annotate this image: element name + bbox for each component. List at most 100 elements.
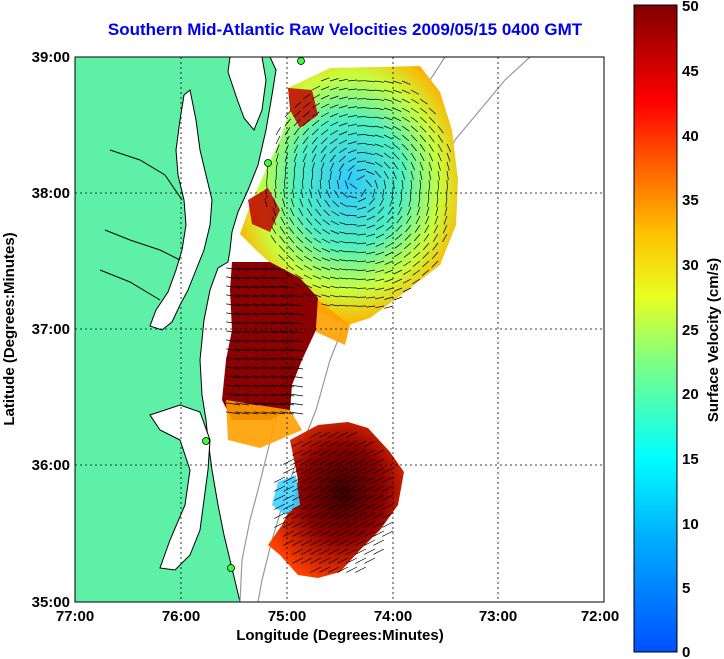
velocity-vector — [346, 494, 358, 501]
velocity-vector — [244, 393, 259, 397]
velocity-vector — [373, 458, 385, 465]
velocity-vector — [321, 303, 331, 307]
velocity-vector — [346, 521, 358, 528]
velocity-vector — [329, 130, 338, 136]
velocity-vector — [338, 171, 342, 181]
velocity-vector — [310, 539, 322, 546]
velocity-vector — [393, 269, 403, 275]
velocity-vector — [364, 440, 376, 447]
velocity-vector — [320, 94, 330, 100]
velocity-vector — [356, 175, 365, 181]
velocity-vector — [301, 449, 313, 456]
velocity-vector — [289, 348, 304, 352]
velocity-vector — [314, 218, 322, 226]
velocity-vector — [244, 285, 259, 289]
velocity-vector — [320, 162, 325, 172]
velocity-vector — [347, 214, 358, 217]
axes-frame — [74, 56, 605, 603]
velocity-vector — [274, 189, 277, 199]
velocity-vector — [226, 339, 241, 343]
velocity-vector — [364, 485, 376, 492]
velocity-vector — [253, 330, 268, 334]
velocity-vector — [417, 197, 421, 207]
velocity-vector — [301, 503, 313, 510]
velocity-vector — [284, 127, 291, 136]
velocity-vector — [235, 294, 250, 298]
velocity-vector — [286, 264, 295, 271]
x-axis-label: Longitude (Degrees:Minutes) — [236, 627, 444, 644]
velocity-vector — [293, 144, 299, 154]
velocity-vector — [346, 557, 358, 564]
potomac-river — [99, 149, 183, 301]
velocity-vector — [315, 208, 322, 217]
velocity-vector — [374, 179, 379, 189]
velocity-vector — [374, 116, 384, 120]
velocity-vector — [328, 476, 340, 483]
velocity-vector — [283, 476, 295, 483]
colorbar-tick-label: 50 — [682, 0, 699, 15]
velocity-vector — [274, 512, 286, 519]
velocity-vector — [406, 215, 412, 224]
colorbar-tick-label: 5 — [682, 580, 690, 597]
grid — [75, 57, 604, 602]
velocity-vector — [324, 199, 331, 208]
velocity-vector — [253, 393, 268, 397]
velocity-vector — [373, 476, 385, 483]
velocity-vector — [347, 157, 357, 163]
velocity-vector — [328, 566, 340, 573]
velocity-vector — [398, 197, 403, 207]
velocity-vector — [401, 89, 411, 94]
velocity-vector — [304, 255, 313, 262]
velocity-vector — [292, 557, 304, 564]
velocity-vector — [374, 152, 384, 158]
velocity-vector — [365, 143, 375, 146]
velocity-vector — [320, 129, 329, 136]
velocity-vector — [292, 449, 304, 456]
velocity-vector — [355, 503, 367, 510]
velocity-vector — [310, 179, 313, 190]
velocity-vector — [382, 512, 394, 519]
velocity-vector — [419, 170, 423, 180]
velocity-vector — [262, 321, 277, 325]
velocity-vector — [347, 242, 358, 244]
velocity-vector — [302, 145, 308, 154]
velocity-vector — [284, 162, 288, 172]
velocity-vector — [330, 239, 340, 244]
velocity-vector — [329, 113, 339, 118]
velocity-vector — [310, 530, 322, 537]
velocity-vector — [355, 467, 367, 474]
velocity-vector — [366, 287, 376, 290]
velocity-vector — [274, 521, 286, 528]
velocity-vector — [397, 206, 403, 216]
velocity-vector — [286, 254, 295, 262]
velocity-vector — [384, 278, 394, 283]
velocity-vector — [374, 80, 384, 83]
velocity-vector — [368, 197, 376, 206]
velocity-vector — [404, 233, 412, 241]
velocity-vector — [347, 223, 358, 226]
velocity-vector — [382, 494, 394, 501]
velocity-vector — [410, 152, 417, 161]
velocity-vector — [338, 87, 348, 91]
velocity-vector — [364, 494, 376, 501]
velocity-vector — [320, 171, 323, 181]
velocity-vector — [226, 276, 241, 280]
velocity-vector — [300, 189, 304, 199]
velocity-vector — [244, 384, 259, 388]
velocity-vector — [299, 198, 304, 208]
velocity-vector — [384, 251, 394, 257]
velocity-vector — [348, 195, 358, 199]
velocity-vector — [271, 384, 286, 388]
velocity-vector — [389, 197, 394, 207]
velocity-vector — [283, 512, 295, 519]
velocity-vector — [271, 321, 286, 325]
velocity-vector — [295, 255, 304, 262]
velocity-vector — [419, 152, 425, 162]
colorbar-tick-label: 40 — [682, 128, 699, 145]
velocity-vector — [244, 303, 259, 307]
velocity-vector — [366, 224, 376, 229]
velocity-vector — [280, 393, 295, 397]
velocity-vector — [226, 294, 241, 298]
velocity-vector — [331, 210, 340, 217]
velocity-vector — [392, 98, 402, 103]
